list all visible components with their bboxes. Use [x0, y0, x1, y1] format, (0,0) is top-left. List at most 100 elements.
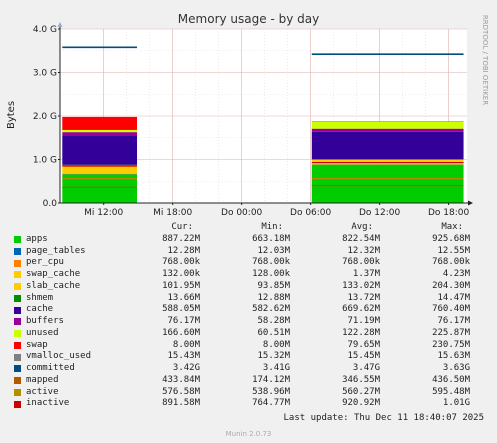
legend-min: 58.28M — [257, 316, 290, 326]
area-shmem — [62, 164, 138, 166]
legend-cur: 887.22M — [162, 233, 200, 244]
legend-cur: 3.42G — [172, 363, 200, 373]
legend-cur: 433.84M — [162, 374, 200, 385]
legend-row-page_tables: page_tables 12.28M 12.03M 12.32M 12.55M — [14, 246, 488, 258]
legend-row-committed: committed 3.42G 3.41G 3.47G 3.63G — [14, 363, 488, 375]
x-tick-label: Do 06:00 — [290, 208, 332, 218]
legend-name: per_cpu — [26, 257, 64, 268]
legend-max: 204.30M — [432, 280, 470, 291]
y-axis-label: Bytes — [6, 101, 17, 129]
legend-row-unused: unused 166.60M 60.51M 122.28M 225.87M — [14, 328, 488, 340]
legend-avg: 15.45M — [347, 351, 380, 362]
legend-min: 768.00k — [252, 257, 290, 268]
legend-swatch — [14, 353, 21, 361]
legend-name: page_tables — [26, 245, 86, 256]
legend-max: 15.63M — [437, 351, 470, 362]
legend-swatch — [14, 318, 21, 326]
legend-min: 174.12M — [252, 374, 290, 385]
legend-avg: 1.37M — [352, 269, 380, 279]
legend-header-min: Min: — [261, 222, 283, 232]
legend-row-swap: swap 8.00M 8.00M 79.65M 230.75M — [14, 340, 488, 352]
legend-header: Cur: Min: Avg: Max: — [14, 222, 488, 234]
legend-swatch — [14, 247, 21, 255]
legend-swatch — [14, 294, 21, 302]
legend-row-apps: apps 887.22M 663.18M 822.54M 925.68M — [14, 234, 488, 246]
legend-swatch — [14, 271, 21, 279]
last-update-text: Last update: Thu Dec 11 18:40:07 2025 — [283, 413, 484, 423]
legend-avg: 346.55M — [342, 374, 380, 385]
legend-cur: 891.58M — [162, 398, 200, 409]
legend-name: slab_cache — [26, 280, 81, 291]
legend-name: buffers — [26, 316, 64, 326]
legend-max: 230.75M — [432, 339, 470, 350]
x-tick-label: Mi 18:00 — [153, 208, 192, 218]
legend-cur: 132.00k — [162, 269, 200, 279]
legend-name: mapped — [26, 374, 59, 385]
legend-max: 436.50M — [432, 374, 470, 385]
x-tick-label: Do 00:00 — [221, 208, 263, 218]
area-unused — [62, 129, 138, 133]
area-slab_cache — [311, 159, 464, 165]
area-slab_cache — [62, 165, 138, 174]
legend-avg: 13.72M — [347, 292, 380, 303]
legend-min: 663.18M — [252, 233, 290, 244]
legend-avg: 122.28M — [342, 327, 380, 338]
x-tick-label: Do 18:00 — [428, 208, 470, 218]
legend-cur: 588.05M — [162, 304, 200, 315]
legend-min: 12.03M — [257, 245, 290, 256]
munin-version-text: Munin 2.0.73 — [225, 430, 272, 438]
legend-max: 4.23M — [442, 269, 470, 279]
x-tick-label: Do 12:00 — [359, 208, 401, 218]
area-cache — [311, 131, 464, 160]
legend-max: 76.17M — [437, 316, 470, 326]
legend-name: apps — [26, 233, 48, 244]
legend-cur: 8.00M — [172, 339, 200, 350]
legend-name: committed — [26, 363, 75, 373]
legend-cur: 76.17M — [167, 316, 200, 326]
legend-swatch — [14, 283, 21, 291]
y-tick-label: 4.0 G — [33, 25, 57, 35]
legend-min: 582.62M — [252, 304, 290, 315]
legend-row-per_cpu: per_cpu 768.00k 768.00k 768.00k 768.00k — [14, 257, 488, 269]
legend-max: 14.47M — [437, 292, 470, 303]
legend-min: 93.85M — [257, 280, 290, 291]
legend-avg: 822.54M — [342, 233, 380, 244]
legend-max: 595.48M — [432, 386, 470, 397]
legend-min: 60.51M — [257, 327, 290, 338]
legend-header-max: Max: — [441, 222, 463, 232]
legend-max: 225.87M — [432, 327, 470, 338]
y-tick-label: 2.0 G — [33, 112, 57, 122]
line-series — [62, 46, 464, 188]
legend-cur: 15.43M — [167, 351, 200, 362]
area-unused — [311, 121, 464, 129]
y-tick-label: 0.0 — [43, 199, 58, 209]
legend-row-vmalloc_used: vmalloc_used 15.43M 15.32M 15.45M 15.63M — [14, 351, 488, 363]
legend-cur: 166.60M — [162, 327, 200, 338]
legend-name: active — [26, 386, 59, 397]
legend-avg: 3.47G — [352, 363, 380, 373]
legend-name: swap — [26, 339, 48, 350]
legend-max: 12.55M — [437, 245, 470, 256]
legend-min: 12.88M — [257, 292, 290, 303]
x-axis-arrow — [468, 200, 473, 206]
legend-name: shmem — [26, 292, 54, 303]
legend-header-cur: Cur: — [171, 222, 193, 232]
legend-avg: 920.92M — [342, 398, 380, 409]
legend-max: 760.40M — [432, 304, 470, 315]
legend-row-slab_cache: slab_cache 101.95M 93.85M 133.02M 204.30M — [14, 281, 488, 293]
legend-row-active: active 576.58M 538.96M 560.27M 595.48M — [14, 387, 488, 399]
legend-row-mapped: mapped 433.84M 174.12M 346.55M 436.50M — [14, 375, 488, 387]
legend-min: 8.00M — [262, 339, 290, 350]
legend-max: 925.68M — [432, 233, 470, 244]
legend-row-inactive: inactive 891.58M 764.77M 920.92M 1.01G — [14, 398, 488, 410]
legend-min: 764.77M — [252, 398, 290, 409]
legend-cur: 576.58M — [162, 386, 200, 397]
legend-min: 15.32M — [257, 351, 290, 362]
legend-swatch — [14, 365, 21, 373]
legend-min: 538.96M — [252, 386, 290, 397]
legend-swatch — [14, 236, 21, 244]
y-tick-label: 1.0 G — [33, 156, 57, 166]
legend-avg: 768.00k — [342, 257, 380, 268]
legend-name: vmalloc_used — [26, 351, 92, 362]
